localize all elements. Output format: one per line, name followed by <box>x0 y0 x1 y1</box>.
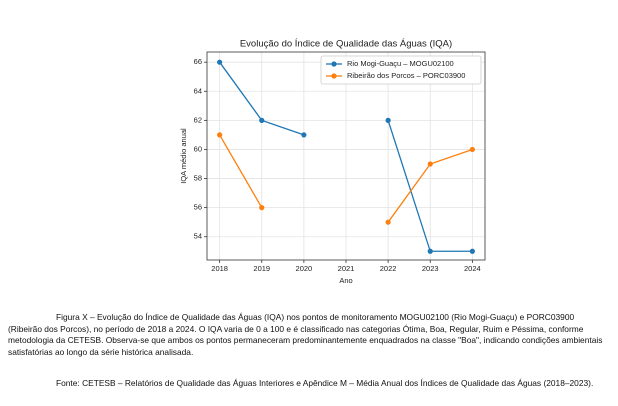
x-tick-label: 2020 <box>296 264 313 273</box>
y-axis-label: IQA médio anual <box>179 128 188 184</box>
marker <box>259 205 265 211</box>
caption: Figura X – Evolução do Índice de Qualida… <box>8 312 603 357</box>
x-tick-label: 2021 <box>338 264 355 273</box>
marker <box>427 248 433 254</box>
y-tick-label: 60 <box>194 144 202 153</box>
legend-label: Ribeirão dos Porcos – PORC03900 <box>347 71 465 80</box>
y-tick-label: 58 <box>194 174 202 183</box>
marker <box>427 161 433 167</box>
x-tick-label: 2018 <box>211 264 228 273</box>
y-tick-label: 64 <box>194 86 202 95</box>
x-tick-label: 2022 <box>380 264 397 273</box>
y-tick-label: 54 <box>194 232 202 241</box>
legend-marker <box>331 73 337 79</box>
y-tick-label: 56 <box>194 203 202 212</box>
x-tick-label: 2019 <box>253 264 270 273</box>
legend-box <box>320 55 482 85</box>
marker <box>469 146 475 153</box>
legend-marker <box>331 61 337 67</box>
y-tick-label: 62 <box>194 115 202 124</box>
marker <box>385 117 391 123</box>
x-tick-label: 2023 <box>422 264 439 273</box>
source: Fonte: CETESB – Relatórios de Qualidade … <box>56 378 594 388</box>
x-tick-label: 2024 <box>464 264 481 273</box>
y-tick-label: 66 <box>194 57 202 66</box>
marker <box>469 248 475 254</box>
marker <box>217 132 223 138</box>
line <box>219 134 263 208</box>
plot-frame <box>206 51 486 261</box>
marker <box>217 59 223 65</box>
chart-title: Evolução do Índice de Qualidade das Água… <box>240 39 452 50</box>
chart: Evolução do Índice de Qualidade das Água… <box>179 39 486 285</box>
marker <box>259 117 265 123</box>
marker <box>385 219 391 225</box>
x-axis-label: Ano <box>339 276 352 285</box>
marker <box>301 132 307 138</box>
legend-label: Rio Mogi-Guaçu – MOGU02100 <box>347 59 454 68</box>
